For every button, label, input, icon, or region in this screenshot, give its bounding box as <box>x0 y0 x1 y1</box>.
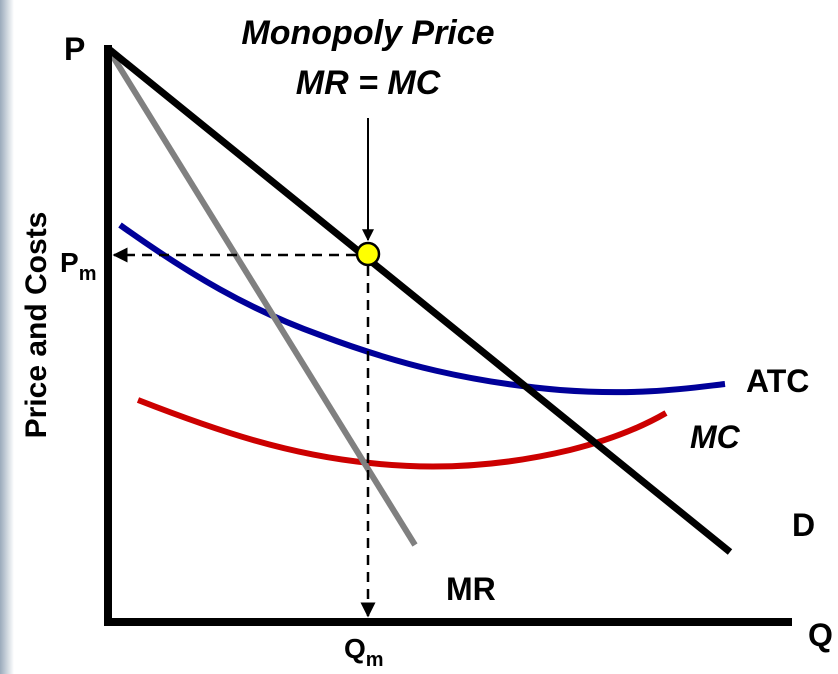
quantity-sub: m <box>366 649 384 671</box>
price-main: P <box>60 247 79 278</box>
title-line: Monopoly Price <box>241 14 494 52</box>
mc-label: MC <box>690 419 741 455</box>
price-label: Pm <box>60 247 96 285</box>
demand-curve <box>107 47 733 555</box>
atc-label: ATC <box>746 363 809 399</box>
quantity-label: Qm <box>344 633 384 671</box>
x-axis-end: Q <box>808 617 833 653</box>
price-sub: m <box>79 263 97 285</box>
y-axis-end: P <box>64 31 85 67</box>
edge-strip <box>0 0 14 674</box>
atc-curve <box>118 222 726 396</box>
equilibrium-point <box>355 241 381 267</box>
title-line: MR = MC <box>296 64 441 102</box>
mr-curve <box>109 53 418 547</box>
mc-curve <box>136 397 668 470</box>
mr-label: MR <box>446 571 496 607</box>
quantity-main: Q <box>344 633 366 664</box>
demand-label: D <box>792 507 815 543</box>
y-axis-label: Price and Costs <box>20 212 53 439</box>
